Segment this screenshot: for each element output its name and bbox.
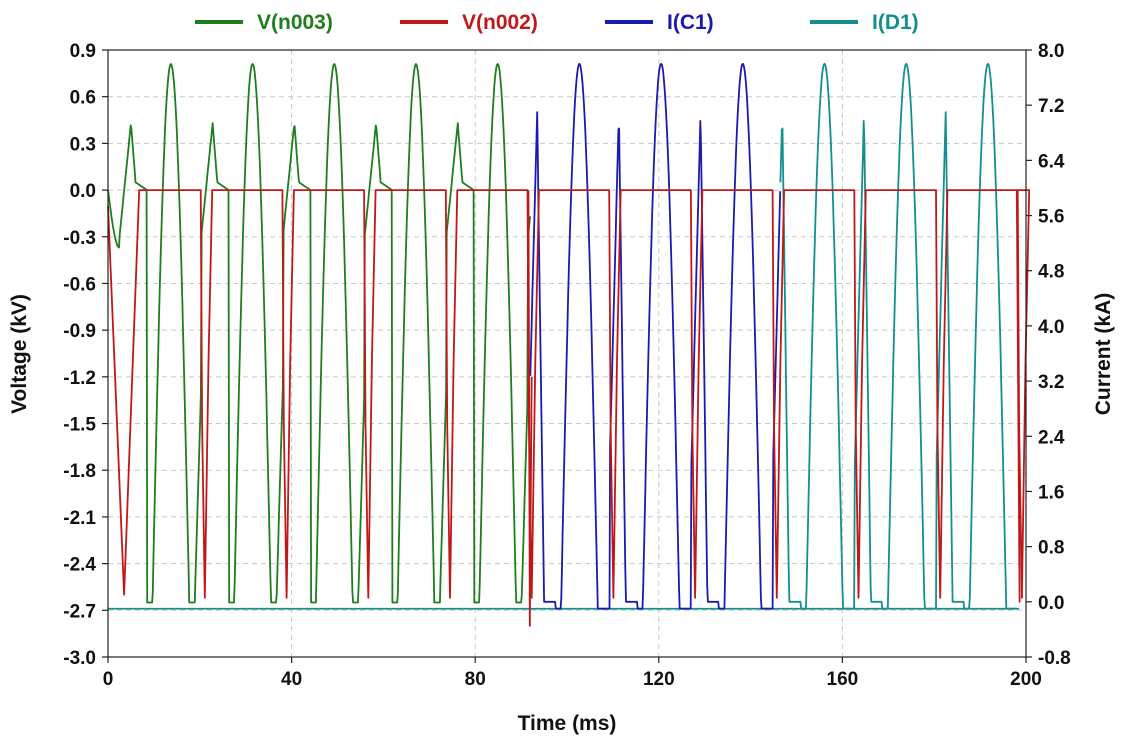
y-left-tick-label: 0.6: [70, 88, 96, 109]
y-right-tick-label: 6.4: [1038, 151, 1065, 172]
series-line-v-n002: [107, 189, 1031, 603]
y-axis-title-left: Voltage (kV): [8, 294, 31, 414]
x-tick-label: 80: [465, 669, 486, 690]
x-axis-title: Time (ms): [518, 712, 617, 735]
legend-label: V(n003): [257, 11, 333, 34]
y-right-tick-label: 5.6: [1038, 207, 1064, 228]
y-left-tick-label: -1.8: [63, 461, 96, 482]
axes: 0 40 80 120 160 200 0.9 0.6 0.3 0.0 -0.3 -0.6 -0.9 -1…: [63, 41, 1071, 690]
y-left-tick-label: 0.9: [70, 41, 96, 62]
legend: V(n003) V(n002) I(C1) I(D1): [195, 11, 919, 34]
y-right-tick-label: 2.4: [1038, 427, 1065, 448]
plot-frame: [107, 49, 1027, 658]
y-left-tick-label: 0.0: [70, 181, 96, 202]
legend-label: I(C1): [667, 11, 714, 34]
y-right-tick-label: 4.8: [1038, 262, 1064, 283]
y-left-tick-label: -2.4: [63, 555, 96, 576]
legend-item: V(n003): [195, 11, 333, 34]
x-tick-label: 40: [281, 669, 302, 690]
y-right-tick-label: 1.6: [1038, 482, 1064, 503]
y-right-tick-label: 3.2: [1038, 372, 1064, 393]
legend-label: V(n002): [462, 11, 538, 34]
y-left-tick-label: -0.9: [63, 321, 96, 342]
x-tick-label: 200: [1010, 669, 1042, 690]
y-right-tick-label: -0.8: [1038, 648, 1071, 669]
y-left-tick-label: -1.5: [63, 415, 96, 436]
y-left-tick-label: -2.7: [63, 601, 96, 622]
y-right-tick-label: 0.0: [1038, 593, 1064, 614]
series-line-i-d1: [779, 62, 1017, 610]
x-tick-label: 0: [103, 669, 114, 690]
y-left-tick-label: 0.3: [70, 134, 96, 155]
x-tick-label: 120: [643, 669, 675, 690]
legend-item: I(C1): [605, 11, 714, 34]
legend-item: V(n002): [400, 11, 538, 34]
y-left-tick-label: -0.6: [63, 274, 96, 295]
y-right-tick-label: 0.8: [1038, 538, 1064, 559]
y-right-tick-label: 4.0: [1038, 317, 1064, 338]
y-axis-title-right: Current (kA): [1092, 293, 1115, 416]
y-left-tick-label: -3.0: [63, 648, 96, 669]
legend-label: I(D1): [872, 11, 919, 34]
series-line-i-c1: [529, 62, 782, 610]
series-layer: [107, 62, 1031, 627]
y-left-tick-label: -2.1: [63, 508, 96, 529]
x-tick-label: 160: [827, 669, 859, 690]
series-spike-v-n002: [527, 190, 533, 627]
y-left-tick-label: -0.3: [63, 228, 96, 249]
legend-item: I(D1): [810, 11, 919, 34]
series-line-v-n003: [107, 63, 531, 604]
y-right-tick-label: 8.0: [1038, 41, 1064, 62]
y-right-tick-label: 7.2: [1038, 96, 1064, 117]
y-left-tick-label: -1.2: [63, 368, 96, 389]
